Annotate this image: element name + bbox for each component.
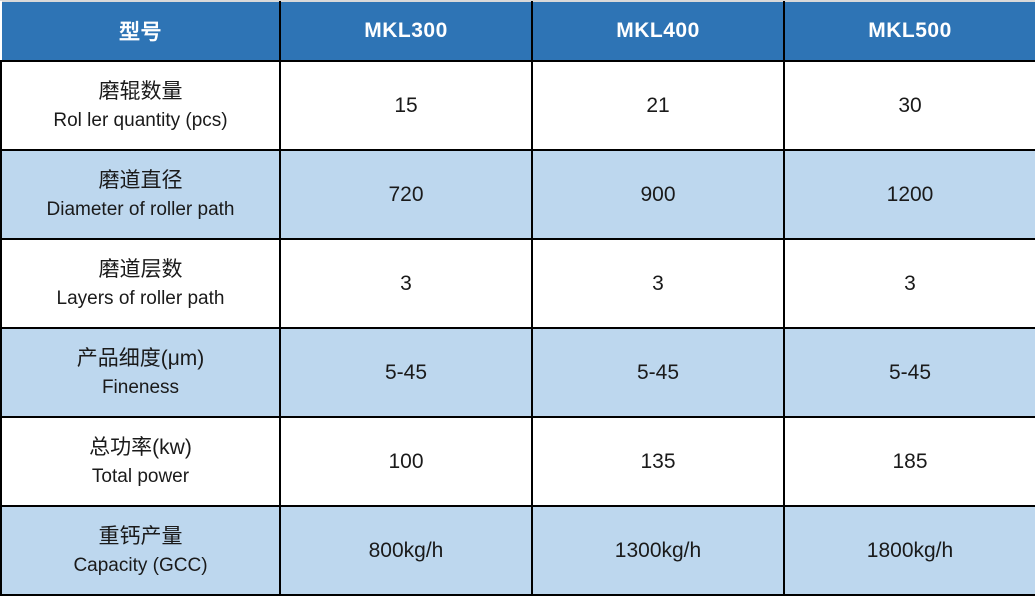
spec-value: 800kg/h: [368, 538, 444, 562]
spec-value: 1800kg/h: [866, 538, 954, 562]
header-model-label: 型号: [0, 1, 281, 62]
spec-cell: 5-45: [279, 327, 533, 418]
spec-cell: 135: [531, 416, 785, 507]
header-model-mkl500: MKL500: [783, 1, 1035, 62]
row-label-zh: 磨道直径: [98, 169, 183, 192]
table-row-total-power: 总功率(kw) Total power 100 135 185: [0, 416, 1035, 507]
row-label-cell: 磨道层数 Layers of roller path: [0, 238, 281, 329]
spec-cell: 1200: [783, 149, 1035, 240]
row-label-zh: 产品细度(μm): [76, 347, 205, 370]
spec-value: 1200: [886, 182, 934, 206]
spec-value: 1300kg/h: [614, 538, 702, 562]
spec-cell: 1800kg/h: [783, 505, 1035, 596]
spec-cell: 30: [783, 60, 1035, 151]
spec-value: 135: [640, 449, 676, 473]
header-model-mkl300: MKL300: [279, 1, 533, 62]
table-row-roller-path-layers: 磨道层数 Layers of roller path 3 3 3: [0, 238, 1035, 329]
spec-cell: 3: [783, 238, 1035, 329]
row-label-en: Total power: [91, 466, 190, 487]
spec-cell: 21: [531, 60, 785, 151]
row-label-cell: 产品细度(μm) Fineness: [0, 327, 281, 418]
table-row-roller-quantity: 磨辊数量 Rol ler quantity (pcs) 15 21 30: [0, 60, 1035, 151]
row-label-en: Diameter of roller path: [46, 199, 235, 220]
row-label-zh: 磨辊数量: [98, 80, 183, 103]
spec-value: 3: [400, 271, 412, 295]
spec-value: 15: [394, 93, 418, 117]
spec-cell: 5-45: [783, 327, 1035, 418]
header-model-mkl400: MKL400: [531, 1, 785, 62]
row-label-en: Capacity (GCC): [73, 555, 208, 576]
spec-value: 5-45: [636, 360, 680, 384]
spec-value: 720: [388, 182, 424, 206]
row-label-zh: 总功率(kw): [89, 436, 192, 459]
row-label-en: Rol ler quantity (pcs): [53, 110, 228, 131]
spec-cell: 800kg/h: [279, 505, 533, 596]
row-label-en: Fineness: [101, 377, 180, 398]
row-label-cell: 重钙产量 Capacity (GCC): [0, 505, 281, 596]
spec-cell: 100: [279, 416, 533, 507]
table-row-fineness: 产品细度(μm) Fineness 5-45 5-45 5-45: [0, 327, 1035, 418]
spec-value: 900: [640, 182, 676, 206]
spec-cell: 3: [531, 238, 785, 329]
spec-value: 3: [652, 271, 664, 295]
row-label-en: Layers of roller path: [56, 288, 225, 309]
table-row-capacity: 重钙产量 Capacity (GCC) 800kg/h 1300kg/h 180…: [0, 505, 1035, 596]
spec-value: 3: [904, 271, 916, 295]
spec-cell: 5-45: [531, 327, 785, 418]
spec-cell: 720: [279, 149, 533, 240]
spec-cell: 900: [531, 149, 785, 240]
spec-cell: 1300kg/h: [531, 505, 785, 596]
spec-cell: 185: [783, 416, 1035, 507]
row-label-zh: 重钙产量: [98, 525, 183, 548]
row-label-cell: 磨道直径 Diameter of roller path: [0, 149, 281, 240]
spec-value: 5-45: [384, 360, 428, 384]
spec-value: 5-45: [888, 360, 932, 384]
spec-value: 100: [388, 449, 424, 473]
row-label-cell: 磨辊数量 Rol ler quantity (pcs): [0, 60, 281, 151]
spec-cell: 15: [279, 60, 533, 151]
spec-cell: 3: [279, 238, 533, 329]
row-label-zh: 磨道层数: [98, 258, 183, 281]
row-label-cell: 总功率(kw) Total power: [0, 416, 281, 507]
spec-value: 21: [646, 93, 670, 117]
table-row-roller-path-diameter: 磨道直径 Diameter of roller path 720 900 120…: [0, 149, 1035, 240]
spec-value: 30: [898, 93, 922, 117]
spec-value: 185: [892, 449, 928, 473]
header-row: 型号 MKL300 MKL400 MKL500: [0, 1, 1035, 62]
